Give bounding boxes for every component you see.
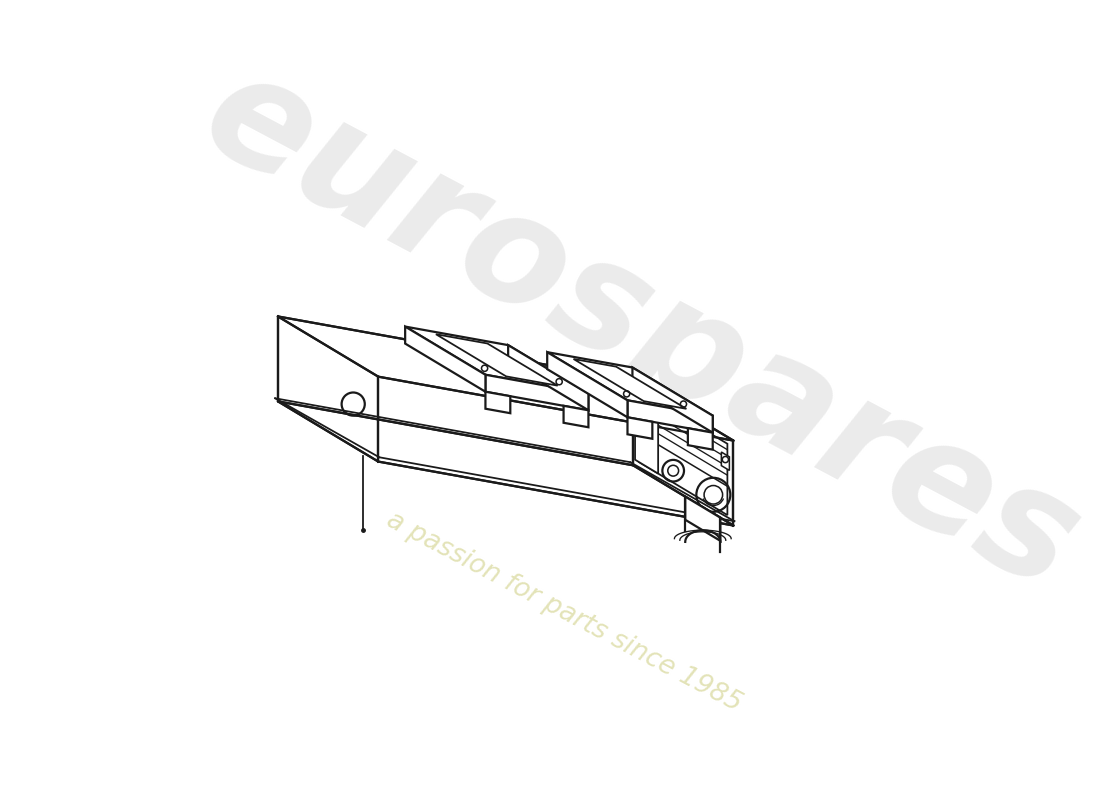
Polygon shape [688, 428, 713, 450]
Polygon shape [627, 418, 652, 438]
Polygon shape [685, 497, 720, 541]
Polygon shape [573, 359, 686, 409]
Polygon shape [405, 326, 485, 392]
Polygon shape [632, 367, 713, 433]
Polygon shape [635, 388, 658, 474]
Polygon shape [563, 406, 589, 427]
Text: eurospares: eurospares [179, 38, 1100, 623]
Polygon shape [547, 352, 627, 418]
Text: a passion for parts since 1985: a passion for parts since 1985 [382, 507, 746, 717]
Polygon shape [508, 345, 588, 410]
Polygon shape [436, 334, 558, 386]
Polygon shape [639, 390, 727, 515]
Polygon shape [547, 352, 713, 416]
Polygon shape [485, 392, 510, 413]
Polygon shape [405, 326, 588, 394]
Polygon shape [485, 374, 588, 410]
Polygon shape [278, 317, 378, 462]
Polygon shape [722, 452, 729, 470]
Polygon shape [627, 400, 713, 433]
Polygon shape [632, 380, 734, 526]
Polygon shape [278, 317, 734, 441]
